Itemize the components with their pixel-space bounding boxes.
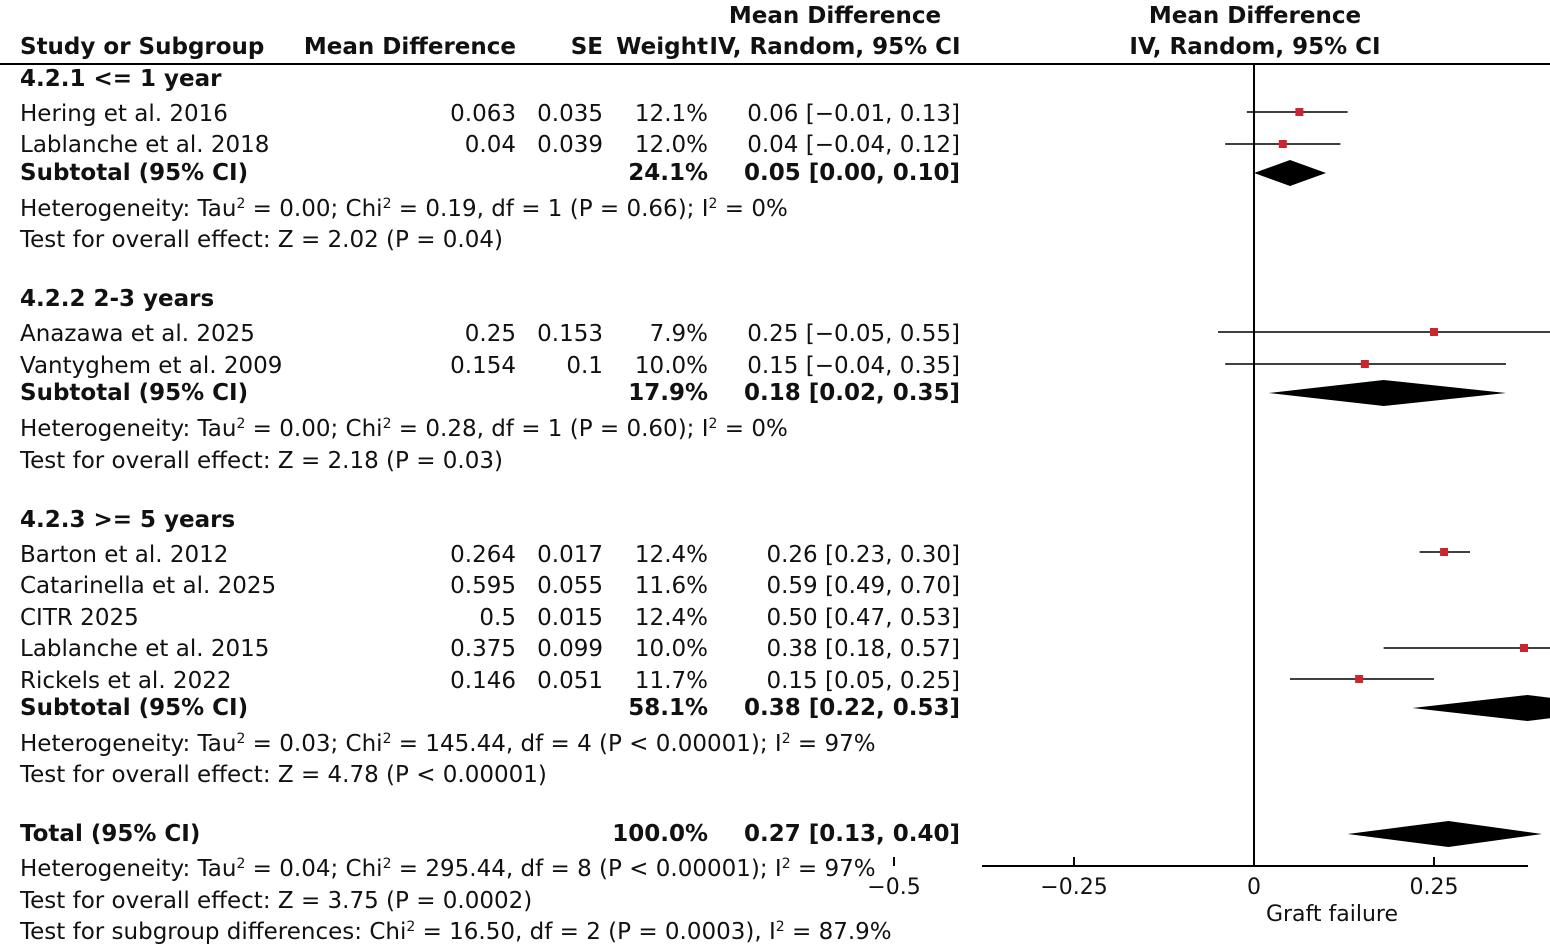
subtotal-weight: 58.1% [628, 695, 708, 721]
study-name: Anazawa et al. 2025 [20, 321, 255, 347]
total-heterogeneity-text: Heterogeneity: Tau2 = 0.04; Chi2 = 295.4… [20, 856, 876, 882]
se-col-header: SE [570, 34, 603, 60]
point-estimate [1440, 548, 1449, 556]
study-ci: 0.59 [0.49, 0.70] [766, 573, 960, 599]
ci-col-header-line2: IV, Random, 95% CI [709, 34, 961, 60]
x-tick-label: 0 [1247, 875, 1261, 900]
study-weight: 12.4% [634, 605, 708, 631]
heterogeneity-text: Heterogeneity: Tau2 = 0.00; Chi2 = 0.28,… [20, 416, 788, 442]
heterogeneity-text: Heterogeneity: Tau2 = 0.03; Chi2 = 145.4… [20, 731, 876, 757]
study-ci: 0.50 [0.47, 0.53] [766, 605, 960, 631]
study-name: Catarinella et al. 2025 [20, 573, 277, 599]
study-ci: 0.04 [−0.04, 0.12] [747, 132, 960, 158]
study-se: 0.055 [537, 573, 603, 599]
study-col-header: Study or Subgroup [20, 34, 265, 60]
study-ci: 0.15 [0.05, 0.25] [766, 668, 960, 694]
subtotal-diamond [1412, 695, 1550, 721]
study-name: Barton et al. 2012 [20, 542, 229, 568]
point-estimate [1278, 140, 1287, 148]
subtotal-ci: 0.38 [0.22, 0.53] [743, 695, 960, 721]
x-axis-label: Graft failure [1266, 902, 1398, 927]
plot-col-header-line1: Mean Difference [1148, 3, 1362, 29]
overall-effect-text: Test for overall effect: Z = 2.02 (P = 0… [20, 227, 503, 253]
study-se: 0.035 [537, 101, 603, 127]
study-weight: 11.7% [634, 668, 708, 694]
subtotal-label: Subtotal (95% CI) [20, 380, 249, 406]
study-weight: 10.0% [634, 636, 708, 662]
ci-col-header-line1: Mean Difference [728, 3, 942, 29]
subtotal-diamond [1268, 380, 1506, 406]
subgroup-differences-text: Test for subgroup differences: Chi2 = 16… [20, 919, 892, 945]
study-md: 0.264 [450, 542, 516, 568]
subtotal-label: Subtotal (95% CI) [20, 695, 249, 721]
study-se: 0.017 [537, 542, 603, 568]
subgroup-title: 4.2.3 >= 5 years [20, 507, 236, 533]
study-md: 0.04 [464, 132, 516, 158]
study-se: 0.015 [537, 605, 603, 631]
subgroup-title: 4.2.2 2-3 years [20, 286, 215, 312]
subtotal-weight: 24.1% [628, 160, 708, 186]
point-estimate [1520, 644, 1528, 652]
study-ci: 0.06 [−0.01, 0.13] [747, 101, 960, 127]
study-ci: 0.38 [0.18, 0.57] [766, 636, 960, 662]
weight-col-header: Weight [616, 34, 708, 60]
study-se: 0.039 [537, 132, 603, 158]
point-estimate [1295, 108, 1304, 116]
study-weight: 7.9% [649, 321, 708, 347]
plot-col-header-line2: IV, Random, 95% CI [1129, 34, 1381, 60]
study-name: CITR 2025 [20, 605, 139, 631]
study-se: 0.051 [537, 668, 603, 694]
study-name: Hering et al. 2016 [20, 101, 228, 127]
point-estimate [1355, 675, 1364, 683]
total-label: Total (95% CI) [20, 821, 201, 847]
study-md: 0.25 [464, 321, 516, 347]
study-md: 0.5 [479, 605, 516, 631]
x-tick-label: 0.25 [1410, 875, 1459, 900]
subgroup-title: 4.2.1 <= 1 year [20, 66, 222, 92]
study-se: 0.099 [537, 636, 603, 662]
study-weight: 10.0% [634, 353, 708, 379]
study-weight: 12.0% [634, 132, 708, 158]
subtotal-label: Subtotal (95% CI) [20, 160, 249, 186]
total-overall-effect-text: Test for overall effect: Z = 3.75 (P = 0… [20, 888, 533, 914]
total-ci: 0.27 [0.13, 0.40] [743, 821, 960, 847]
study-weight: 12.4% [634, 542, 708, 568]
study-name: Vantyghem et al. 2009 [20, 353, 283, 379]
study-se: 0.153 [537, 321, 603, 347]
study-name: Rickels et al. 2022 [20, 668, 232, 694]
study-weight: 11.6% [634, 573, 708, 599]
study-name: Lablanche et al. 2018 [20, 132, 270, 158]
x-tick-label: −0.25 [1040, 875, 1107, 900]
study-ci: 0.25 [−0.05, 0.55] [747, 321, 960, 347]
md-col-header: Mean Difference [303, 34, 516, 60]
study-se: 0.1 [566, 353, 603, 379]
study-md: 0.595 [450, 573, 516, 599]
study-md: 0.154 [450, 353, 516, 379]
x-tick-label: −0.5 [867, 875, 920, 900]
study-md: 0.146 [450, 668, 516, 694]
study-name: Lablanche et al. 2015 [20, 636, 270, 662]
study-weight: 12.1% [634, 101, 708, 127]
point-estimate [1360, 360, 1369, 368]
study-ci: 0.26 [0.23, 0.30] [766, 542, 960, 568]
heterogeneity-text: Heterogeneity: Tau2 = 0.00; Chi2 = 0.19,… [20, 196, 788, 222]
subtotal-diamond [1254, 160, 1326, 186]
total-weight: 100.0% [612, 821, 708, 847]
subtotal-weight: 17.9% [628, 380, 708, 406]
total-diamond [1347, 821, 1542, 847]
overall-effect-text: Test for overall effect: Z = 2.18 (P = 0… [20, 448, 503, 474]
study-md: 0.063 [450, 101, 516, 127]
study-md: 0.375 [450, 636, 516, 662]
study-ci: 0.15 [−0.04, 0.35] [747, 353, 960, 379]
overall-effect-text: Test for overall effect: Z = 4.78 (P < 0… [20, 762, 547, 788]
subtotal-ci: 0.05 [0.00, 0.10] [743, 160, 960, 186]
subtotal-ci: 0.18 [0.02, 0.35] [743, 380, 960, 406]
point-estimate [1430, 328, 1438, 336]
